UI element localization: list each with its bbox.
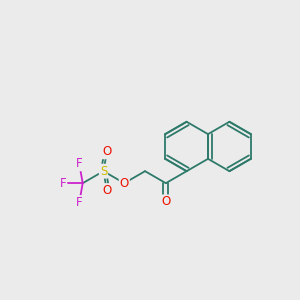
Text: F: F — [76, 196, 83, 209]
Text: O: O — [120, 177, 129, 190]
Text: O: O — [161, 195, 170, 208]
Text: S: S — [100, 165, 107, 178]
Text: O: O — [102, 145, 112, 158]
Text: F: F — [76, 157, 83, 170]
Text: F: F — [60, 177, 66, 190]
Text: O: O — [102, 184, 112, 197]
